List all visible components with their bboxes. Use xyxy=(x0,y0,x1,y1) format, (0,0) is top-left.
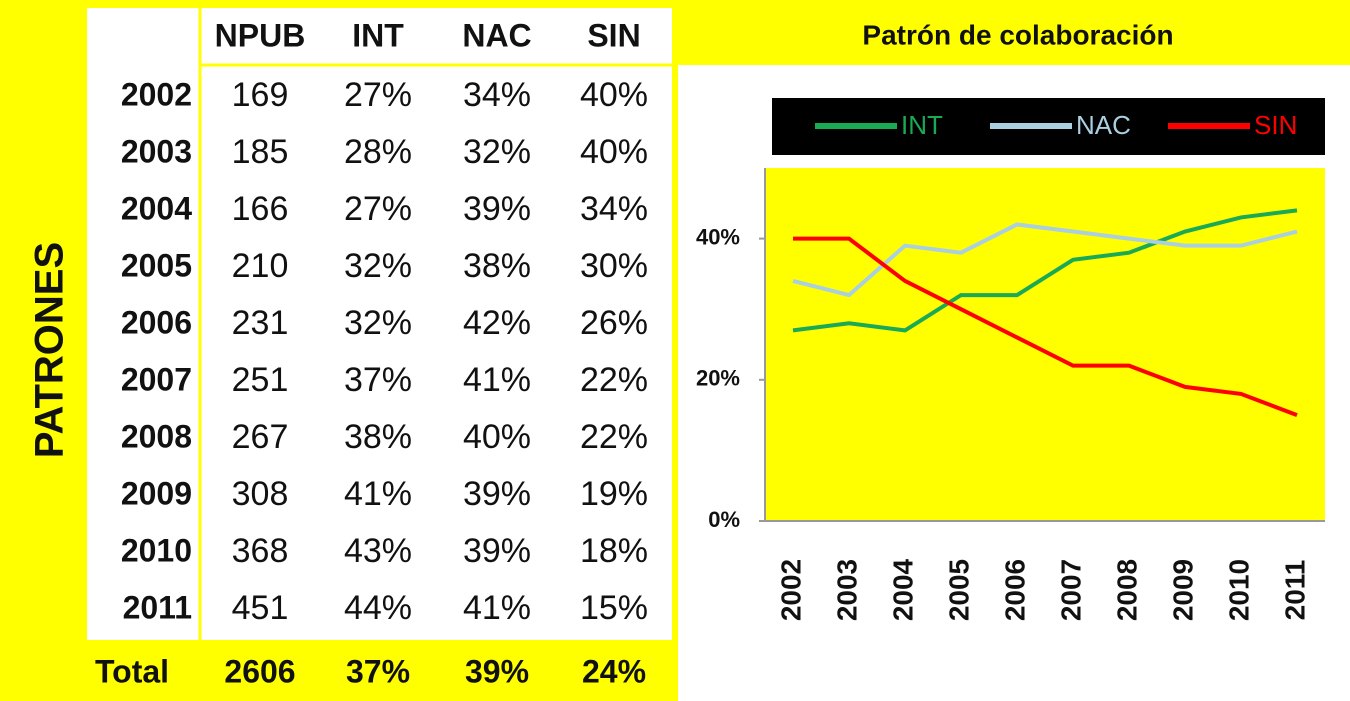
column-header: NPUB xyxy=(215,17,306,53)
table-cell: 451 xyxy=(232,589,289,627)
row-year: 2002 xyxy=(121,76,192,112)
x-tick-label: 2011 xyxy=(1279,560,1310,621)
column-header: SIN xyxy=(587,17,640,53)
table-cell: 43% xyxy=(344,532,412,570)
series-line xyxy=(792,222,1298,298)
row-year: 2003 xyxy=(121,133,192,169)
table-cell: 40% xyxy=(580,133,648,171)
table-cell: 41% xyxy=(463,589,531,627)
legend-label: INT xyxy=(901,110,943,140)
table-cell: 166 xyxy=(232,190,289,228)
table-cell: 37% xyxy=(344,361,412,399)
table-cell: 251 xyxy=(232,361,289,399)
table-cell: 39% xyxy=(463,475,531,513)
x-tick-label: 2004 xyxy=(887,558,918,621)
table-cell: 15% xyxy=(580,589,648,627)
table-bg xyxy=(87,8,672,640)
table-cell: 32% xyxy=(463,133,531,171)
table-cell: 32% xyxy=(344,304,412,342)
table-cell: 22% xyxy=(580,361,648,399)
x-tick-label: 2007 xyxy=(1055,559,1086,621)
chart-title: Patrón de colaboración xyxy=(862,19,1173,50)
table-cell: 40% xyxy=(580,76,648,114)
x-tick-label: 2006 xyxy=(999,559,1030,621)
table-cell: 30% xyxy=(580,247,648,285)
row-year: 2009 xyxy=(121,475,192,511)
column-header: NAC xyxy=(462,17,531,53)
table-cell: 169 xyxy=(232,76,289,114)
plot-area xyxy=(765,168,1325,521)
legend-label: NAC xyxy=(1076,110,1131,140)
row-year: 2008 xyxy=(121,418,192,454)
row-year: 2006 xyxy=(121,304,192,340)
total-label: Total xyxy=(95,653,169,689)
x-tick-label: 2003 xyxy=(831,559,862,621)
table-cell: 368 xyxy=(232,532,289,570)
series-line xyxy=(793,236,1298,417)
table-cell: 41% xyxy=(344,475,412,513)
y-tick-label: 40% xyxy=(696,224,740,249)
column-header: INT xyxy=(352,17,404,53)
y-tick-label: 20% xyxy=(696,366,740,391)
row-year: 2010 xyxy=(121,532,192,568)
table-cell: 231 xyxy=(232,304,289,342)
row-year: 2004 xyxy=(121,190,192,226)
table-cell: 185 xyxy=(232,133,289,171)
x-tick-label: 2005 xyxy=(943,559,974,621)
table-cell: 38% xyxy=(344,418,412,456)
total-cell: 2606 xyxy=(224,653,295,689)
table-cell: 44% xyxy=(344,589,412,627)
legend-label: SIN xyxy=(1254,110,1297,140)
x-tick-label: 2010 xyxy=(1223,559,1254,621)
table-cell: 19% xyxy=(580,475,648,513)
table-cell: 28% xyxy=(344,133,412,171)
table-cell: 267 xyxy=(232,418,289,456)
table-cell: 42% xyxy=(463,304,531,342)
table-cell: 27% xyxy=(344,76,412,114)
table-cell: 18% xyxy=(580,532,648,570)
total-cell: 37% xyxy=(346,653,410,689)
total-cell: 39% xyxy=(465,653,529,689)
total-cell: 24% xyxy=(582,653,646,689)
table-cell: 308 xyxy=(232,475,289,513)
table-cell: 32% xyxy=(344,247,412,285)
table-cell: 41% xyxy=(463,361,531,399)
row-year: 2011 xyxy=(123,589,192,625)
table-cell: 39% xyxy=(463,532,531,570)
table-cell: 39% xyxy=(463,190,531,228)
row-year: 2005 xyxy=(121,247,192,283)
x-tick-label: 2009 xyxy=(1167,559,1198,621)
y-tick-label: 0% xyxy=(708,507,740,532)
table-cell: 22% xyxy=(580,418,648,456)
row-year: 2007 xyxy=(121,361,192,397)
table-cell: 34% xyxy=(463,76,531,114)
x-tick-label: 2008 xyxy=(1111,559,1142,621)
table-cell: 27% xyxy=(344,190,412,228)
table-cell: 34% xyxy=(580,190,648,228)
table-cell: 210 xyxy=(232,247,289,285)
x-tick-label: 2002 xyxy=(775,559,806,621)
series-line xyxy=(792,208,1298,333)
table-cell: 40% xyxy=(463,418,531,456)
table-cell: 26% xyxy=(580,304,648,342)
side-label: PATRONES xyxy=(28,242,72,458)
table-cell: 38% xyxy=(463,247,531,285)
